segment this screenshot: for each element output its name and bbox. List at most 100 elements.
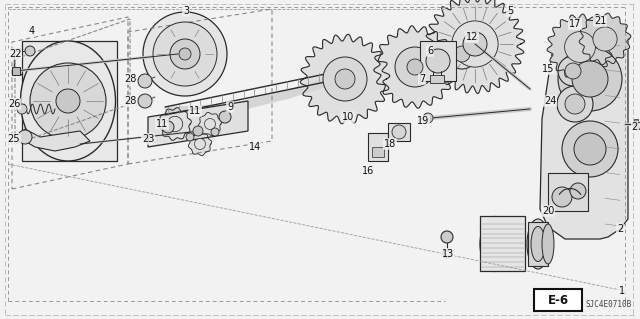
Circle shape <box>395 47 435 87</box>
Circle shape <box>25 46 35 56</box>
Circle shape <box>323 57 367 101</box>
Text: 24: 24 <box>544 96 556 106</box>
Circle shape <box>324 58 366 100</box>
Text: 23: 23 <box>142 134 154 144</box>
Text: 4: 4 <box>29 26 35 36</box>
Text: 17: 17 <box>569 19 581 29</box>
Circle shape <box>552 187 572 207</box>
Circle shape <box>564 32 595 63</box>
Circle shape <box>170 39 200 69</box>
Text: 12: 12 <box>466 32 478 42</box>
Circle shape <box>138 94 152 108</box>
Circle shape <box>195 138 205 150</box>
Text: SJC4E0710B: SJC4E0710B <box>586 300 632 309</box>
Bar <box>12 67 20 75</box>
Text: 11: 11 <box>156 119 168 129</box>
Text: 25: 25 <box>8 134 20 144</box>
Text: 14: 14 <box>249 142 261 152</box>
Circle shape <box>396 48 435 86</box>
Text: 27: 27 <box>632 122 640 132</box>
Circle shape <box>565 94 585 114</box>
Text: 28: 28 <box>124 74 136 84</box>
Text: 28: 28 <box>124 96 136 106</box>
Circle shape <box>562 121 618 177</box>
Ellipse shape <box>527 219 549 269</box>
Polygon shape <box>148 101 248 147</box>
Circle shape <box>186 133 194 141</box>
Text: 26: 26 <box>8 99 20 109</box>
Bar <box>368 133 388 161</box>
Polygon shape <box>540 34 628 239</box>
Circle shape <box>205 118 216 130</box>
Circle shape <box>30 63 106 139</box>
Circle shape <box>219 111 231 123</box>
Text: 5: 5 <box>507 6 513 16</box>
Circle shape <box>143 12 227 96</box>
Polygon shape <box>198 112 221 136</box>
Polygon shape <box>159 108 191 140</box>
Polygon shape <box>426 0 524 93</box>
Circle shape <box>18 130 32 144</box>
Bar <box>388 123 410 141</box>
Circle shape <box>392 125 406 139</box>
Circle shape <box>572 61 608 97</box>
Ellipse shape <box>542 224 554 264</box>
Text: 20: 20 <box>542 206 554 216</box>
Bar <box>22 41 117 161</box>
Circle shape <box>335 69 355 89</box>
Circle shape <box>463 32 487 56</box>
Circle shape <box>138 74 152 88</box>
Circle shape <box>17 104 27 114</box>
Circle shape <box>558 56 588 86</box>
Polygon shape <box>579 13 631 65</box>
Polygon shape <box>374 26 456 108</box>
Text: 16: 16 <box>362 166 374 176</box>
Circle shape <box>56 89 80 113</box>
Bar <box>372 147 384 157</box>
Bar <box>480 216 525 271</box>
Circle shape <box>558 47 622 111</box>
Circle shape <box>570 183 586 199</box>
Circle shape <box>447 39 477 69</box>
Polygon shape <box>188 132 212 156</box>
Ellipse shape <box>20 41 115 161</box>
Circle shape <box>153 22 217 86</box>
Circle shape <box>193 126 203 136</box>
Text: E-6: E-6 <box>547 293 568 307</box>
Circle shape <box>167 116 182 132</box>
Circle shape <box>452 21 498 67</box>
Text: 11: 11 <box>189 106 201 116</box>
Bar <box>430 75 444 83</box>
Circle shape <box>593 27 617 51</box>
Circle shape <box>565 63 581 79</box>
Polygon shape <box>300 34 390 124</box>
Bar <box>548 173 588 211</box>
Circle shape <box>557 86 593 122</box>
Bar <box>420 41 456 81</box>
Ellipse shape <box>531 226 545 262</box>
Circle shape <box>574 133 606 165</box>
Bar <box>528 222 548 266</box>
Text: 7: 7 <box>419 74 425 84</box>
Bar <box>534 289 582 311</box>
Text: 13: 13 <box>442 249 454 259</box>
Circle shape <box>162 121 174 133</box>
Circle shape <box>443 250 451 258</box>
Circle shape <box>407 59 423 75</box>
Text: 9: 9 <box>227 102 233 112</box>
Circle shape <box>454 46 470 62</box>
Circle shape <box>423 113 433 123</box>
Text: 2: 2 <box>617 224 623 234</box>
Text: 15: 15 <box>542 64 554 74</box>
Text: 10: 10 <box>342 112 354 122</box>
Text: 19: 19 <box>417 116 429 126</box>
Circle shape <box>441 231 453 243</box>
Ellipse shape <box>480 217 510 271</box>
Circle shape <box>179 48 191 60</box>
Text: 21: 21 <box>594 16 606 26</box>
Bar <box>634 119 638 129</box>
Text: 18: 18 <box>384 139 396 149</box>
Polygon shape <box>18 129 90 151</box>
Circle shape <box>211 128 219 136</box>
Text: 1: 1 <box>619 286 625 296</box>
